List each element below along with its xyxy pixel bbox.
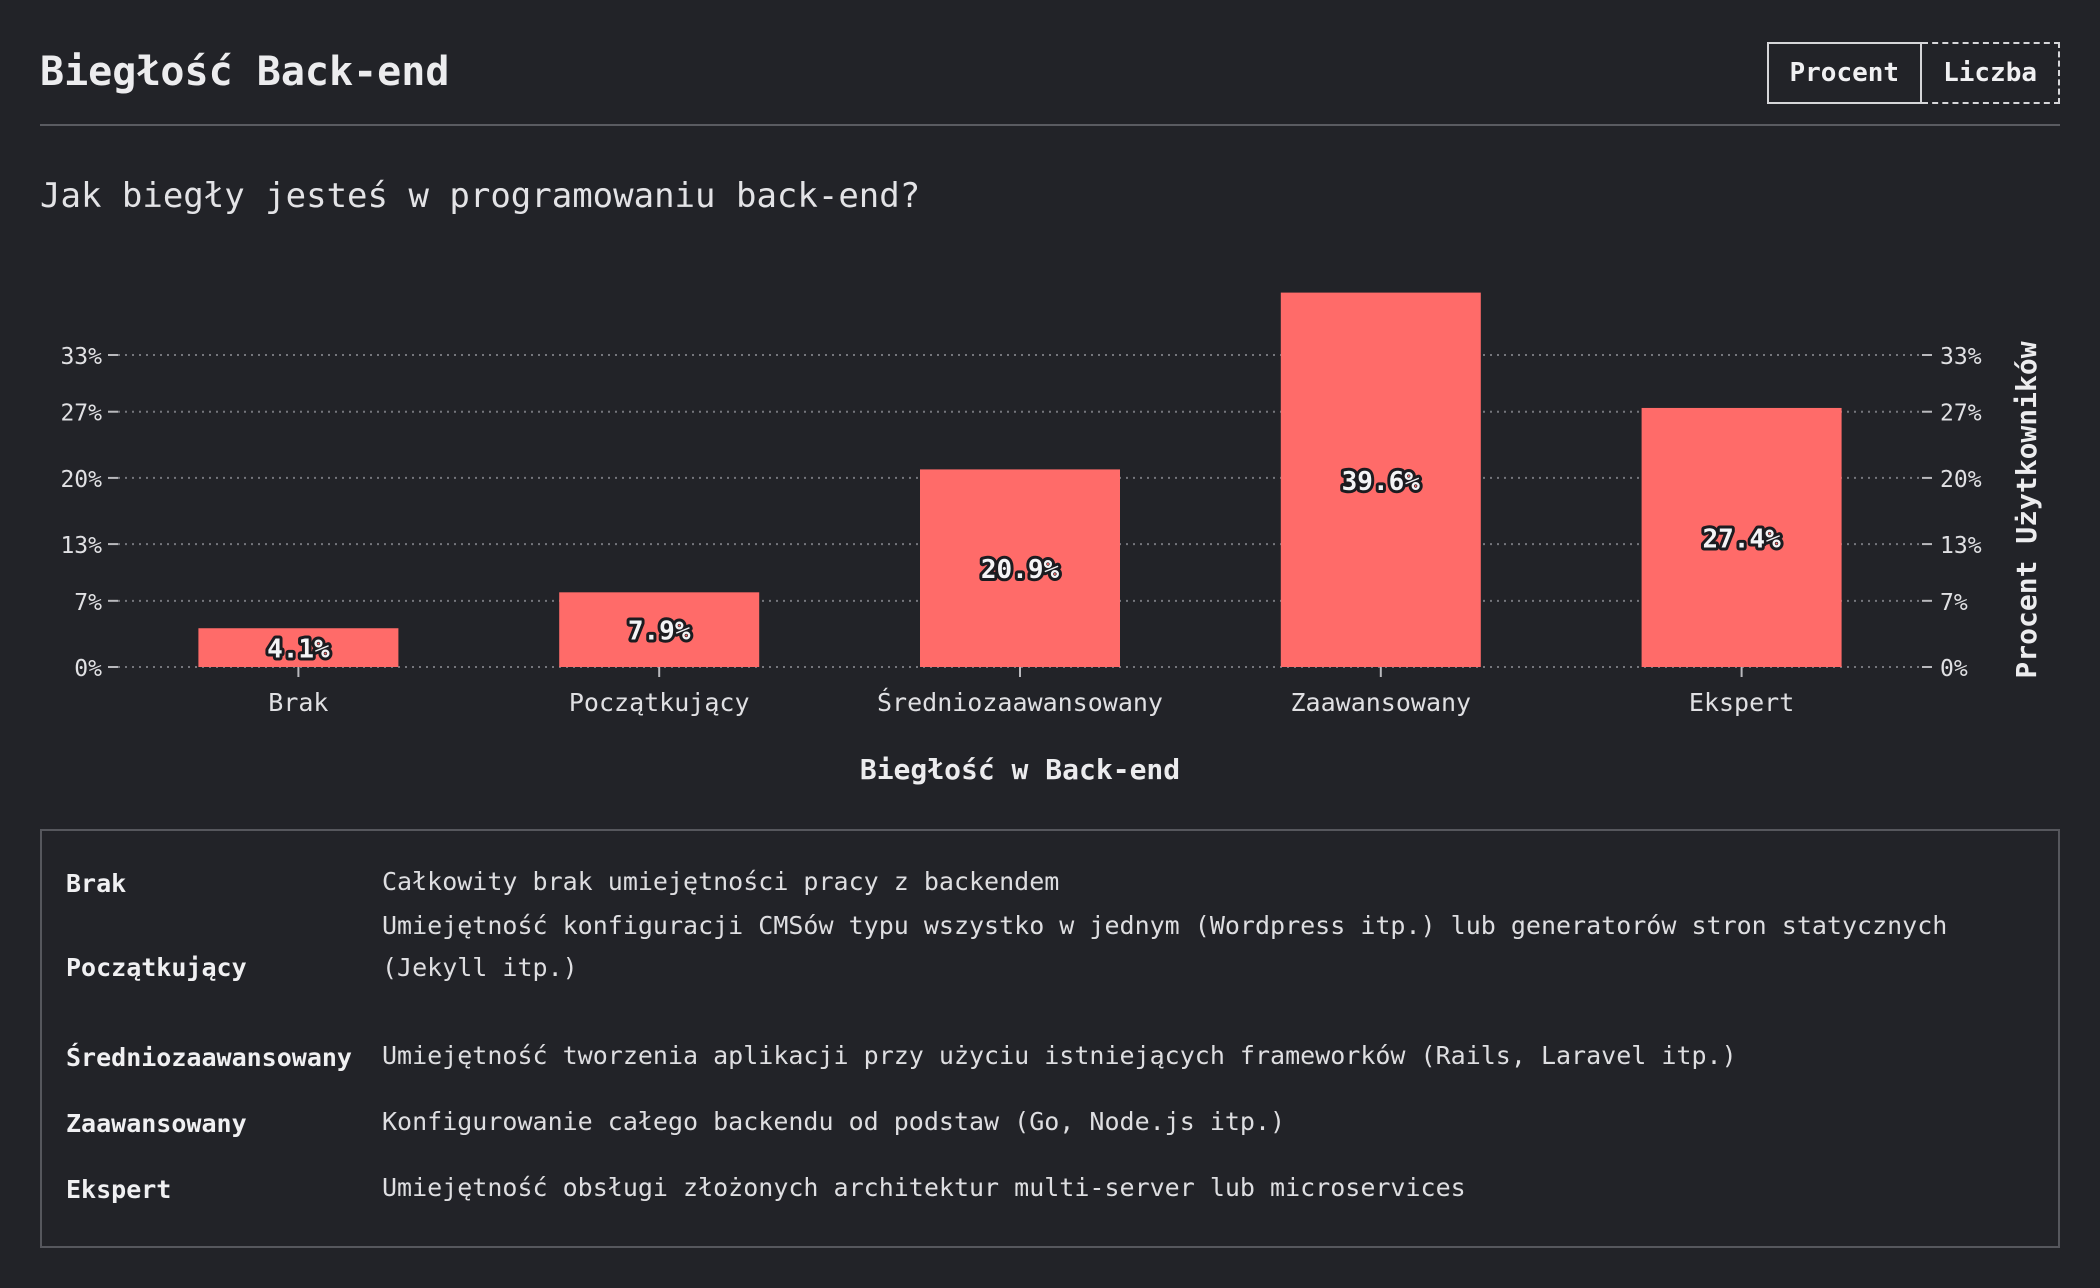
y-tick-label-right: 7% — [1940, 590, 1968, 616]
legend-description: Umiejętność tworzenia aplikacji przy uży… — [382, 1041, 1737, 1070]
y-tick-label-left: 0% — [74, 656, 102, 682]
bar-value-label: 7.9% — [628, 617, 691, 647]
legend-description: Całkowity brak umiejętności pracy z back… — [382, 867, 1060, 896]
bar — [559, 592, 760, 667]
y-tick-label-right: 0% — [1940, 656, 1968, 682]
legend-description: Umiejętność obsługi złożonych architektu… — [382, 1173, 1466, 1202]
bar — [198, 628, 399, 667]
x-axis-title: Biegłość w Back-end — [860, 753, 1180, 786]
bar — [920, 469, 1120, 667]
y-tick-label-left: 13% — [60, 533, 102, 559]
toggle-percent-button[interactable]: Procent — [1766, 42, 1923, 104]
x-tick-label: Ekspert — [1689, 688, 1794, 717]
view-toggle: Procent Liczba — [1766, 42, 2060, 104]
y-tick-label-left: 33% — [60, 344, 102, 370]
y-tick-label-right: 27% — [1940, 401, 1982, 427]
y-tick-label-right: 33% — [1940, 344, 1982, 370]
bar-value-label: 4.1% — [267, 635, 330, 665]
x-tick-label: Zaawansowany — [1290, 688, 1471, 717]
bar-value-label: 39.6% — [1342, 467, 1421, 497]
page-title: Biegłość Back-end — [40, 49, 450, 95]
y-tick-label-left: 20% — [60, 467, 102, 493]
bar — [1280, 292, 1481, 667]
legend-term: Ekspert — [66, 1175, 172, 1204]
bar-chart: 0% 0% 7% 7% 13% 13% 20% 20% 27% 27% 33% 33% Brak 4.1%… — [60, 292, 2043, 786]
bar-value-label: 20.9% — [981, 555, 1060, 585]
legend-term: Zaawansowany — [66, 1109, 247, 1138]
header: Biegłość Back-end Procent Liczba — [40, 40, 2060, 126]
legend-term: Brak — [66, 869, 127, 898]
y-tick-label-right: 13% — [1940, 533, 1982, 559]
legend-description: Konfigurowanie całego backendu od podsta… — [382, 1107, 1286, 1136]
bar-value-label: 27.4% — [1702, 524, 1781, 554]
legend-description: Umiejętność konfiguracji CMSów typu wszy… — [382, 911, 1948, 982]
x-tick-label: Brak — [268, 688, 328, 717]
y-axis-title: Procent Użytkowników — [2010, 341, 2043, 678]
y-tick-label-left: 27% — [60, 401, 102, 427]
chart-question: Jak biegły jesteś w programowaniu back-e… — [40, 176, 921, 216]
toggle-count-button[interactable]: Liczba — [1922, 42, 2060, 104]
bar — [1641, 407, 1842, 667]
x-tick-label: Początkujący — [569, 688, 750, 717]
y-tick-label-left: 7% — [74, 590, 102, 616]
legend-term: Początkujący — [66, 953, 247, 982]
legend-term: Średniozaawansowany — [66, 1043, 352, 1072]
y-tick-label-right: 20% — [1940, 467, 1982, 493]
legend-table: Brak Całkowity brak umiejętności pracy z… — [40, 829, 2060, 1248]
x-tick-label: Średniozaawansowany — [877, 687, 1163, 717]
